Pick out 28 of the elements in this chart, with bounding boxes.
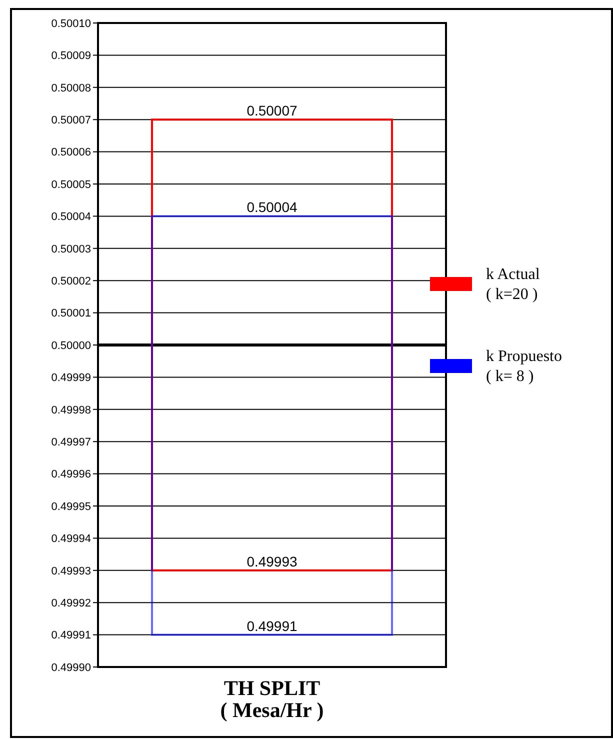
y-tick-label: 0.49991 xyxy=(51,630,91,642)
y-tick-label: 0.50005 xyxy=(51,178,91,191)
y-tick-label: 0.50006 xyxy=(51,146,91,159)
y-tick-label: 0.50000 xyxy=(51,340,91,352)
y-tick-label: 0.49999 xyxy=(51,372,91,384)
x-tick-label: TH SPLIT ( Mesa/Hr ) xyxy=(220,676,324,722)
y-tick-label: 0.50003 xyxy=(51,243,91,256)
y-tick-label: 0.50007 xyxy=(51,114,91,126)
y-tick-label: 0.49993 xyxy=(51,565,91,578)
y-tick-label: 0.50008 xyxy=(51,82,91,94)
y-tick-label: 0.49990 xyxy=(51,662,91,674)
y-tick-label: 0.49997 xyxy=(51,436,91,448)
y-tick-label: 0.50009 xyxy=(51,50,91,62)
y-tick-label: 0.49994 xyxy=(51,533,91,546)
y-tick-label: 0.49992 xyxy=(51,597,91,610)
y-tick-label: 0.49996 xyxy=(51,468,91,481)
annotation: 0.49991 xyxy=(246,618,298,634)
y-tick-label: 0.50010 xyxy=(51,18,91,30)
y-tick-label: 0.50002 xyxy=(51,275,91,288)
legend-label: k Propuesto ( k= 8 ) xyxy=(486,348,562,385)
annotation: 0.50004 xyxy=(246,199,298,216)
y-tick-label: 0.49995 xyxy=(51,500,91,513)
annotation: 0.50007 xyxy=(246,102,298,119)
y-tick-label: 0.50001 xyxy=(51,308,91,320)
legend-label: k Actual ( k=20 ) xyxy=(486,266,540,303)
y-tick-label: 0.50004 xyxy=(51,211,91,224)
annotation: 0.49993 xyxy=(246,553,298,570)
y-tick-label: 0.49998 xyxy=(51,404,91,416)
